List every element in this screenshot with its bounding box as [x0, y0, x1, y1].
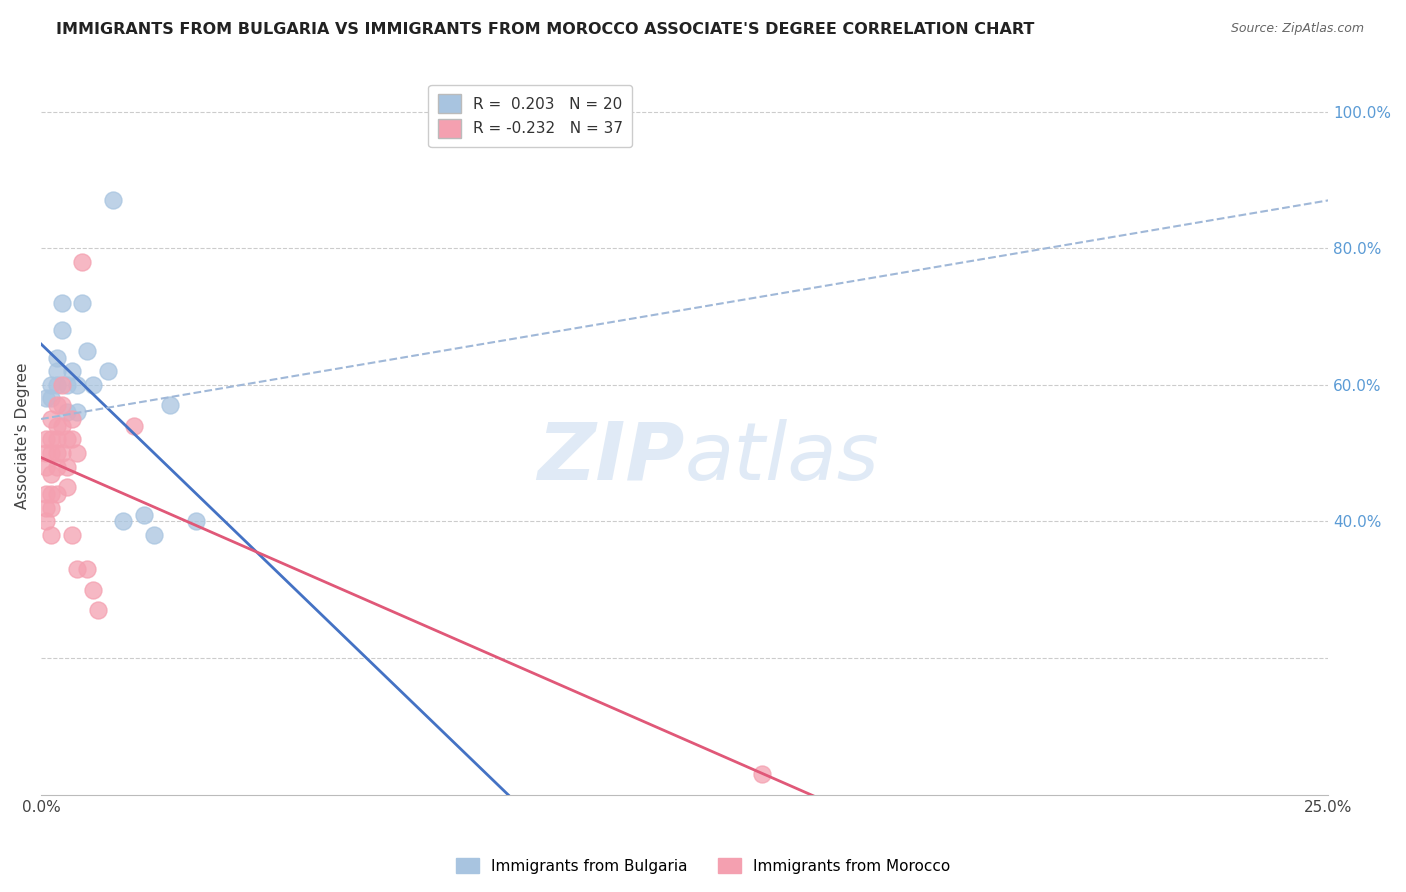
Point: [41, 433, 63, 447]
Point: [41, 392, 63, 406]
Text: ZIP: ZIP: [537, 418, 685, 497]
Point: [41, 377, 63, 392]
Legend: R =  0.203   N = 20, R = -0.232   N = 37: R = 0.203 N = 20, R = -0.232 N = 37: [429, 85, 631, 147]
Y-axis label: Associate's Degree: Associate's Degree: [15, 363, 30, 509]
Legend: Immigrants from Bulgaria, Immigrants from Morocco: Immigrants from Bulgaria, Immigrants fro…: [450, 852, 956, 880]
Point: [41, 528, 63, 542]
Point: [45, 418, 67, 433]
Point: [35, 515, 58, 529]
Point: [143, 528, 166, 542]
Point: [103, 194, 125, 208]
Point: [35, 500, 58, 515]
Text: IMMIGRANTS FROM BULGARIA VS IMMIGRANTS FROM MOROCCO ASSOCIATE'S DEGREE CORRELATI: IMMIGRANTS FROM BULGARIA VS IMMIGRANTS F…: [56, 22, 1035, 37]
Point: [45, 487, 67, 501]
Text: atlas: atlas: [685, 418, 879, 497]
Point: [45, 398, 67, 412]
Point: [751, 767, 773, 781]
Point: [122, 418, 145, 433]
Point: [132, 508, 155, 522]
Point: [51, 323, 73, 337]
Point: [45, 459, 67, 474]
Point: [51, 446, 73, 460]
Point: [56, 459, 79, 474]
Point: [66, 405, 89, 419]
Point: [35, 487, 58, 501]
Point: [51, 418, 73, 433]
Point: [41, 500, 63, 515]
Point: [97, 364, 120, 378]
Point: [56, 377, 79, 392]
Point: [60, 433, 83, 447]
Point: [184, 515, 207, 529]
Point: [35, 392, 58, 406]
Point: [76, 562, 98, 576]
Point: [35, 459, 58, 474]
Point: [56, 480, 79, 494]
Point: [51, 296, 73, 310]
Point: [72, 255, 94, 269]
Point: [82, 377, 104, 392]
Point: [60, 412, 83, 426]
Point: [56, 433, 79, 447]
Point: [35, 446, 58, 460]
Point: [45, 433, 67, 447]
Point: [51, 398, 73, 412]
Point: [60, 528, 83, 542]
Point: [112, 515, 135, 529]
Point: [72, 296, 94, 310]
Point: [82, 582, 104, 597]
Point: [51, 377, 73, 392]
Text: Source: ZipAtlas.com: Source: ZipAtlas.com: [1230, 22, 1364, 36]
Point: [60, 364, 83, 378]
Point: [45, 446, 67, 460]
Point: [41, 446, 63, 460]
Point: [66, 562, 89, 576]
Point: [66, 446, 89, 460]
Point: [76, 343, 98, 358]
Point: [35, 433, 58, 447]
Point: [66, 377, 89, 392]
Point: [45, 377, 67, 392]
Point: [41, 487, 63, 501]
Point: [41, 467, 63, 481]
Point: [41, 412, 63, 426]
Point: [159, 398, 181, 412]
Point: [45, 364, 67, 378]
Point: [87, 603, 110, 617]
Point: [56, 405, 79, 419]
Point: [45, 351, 67, 365]
